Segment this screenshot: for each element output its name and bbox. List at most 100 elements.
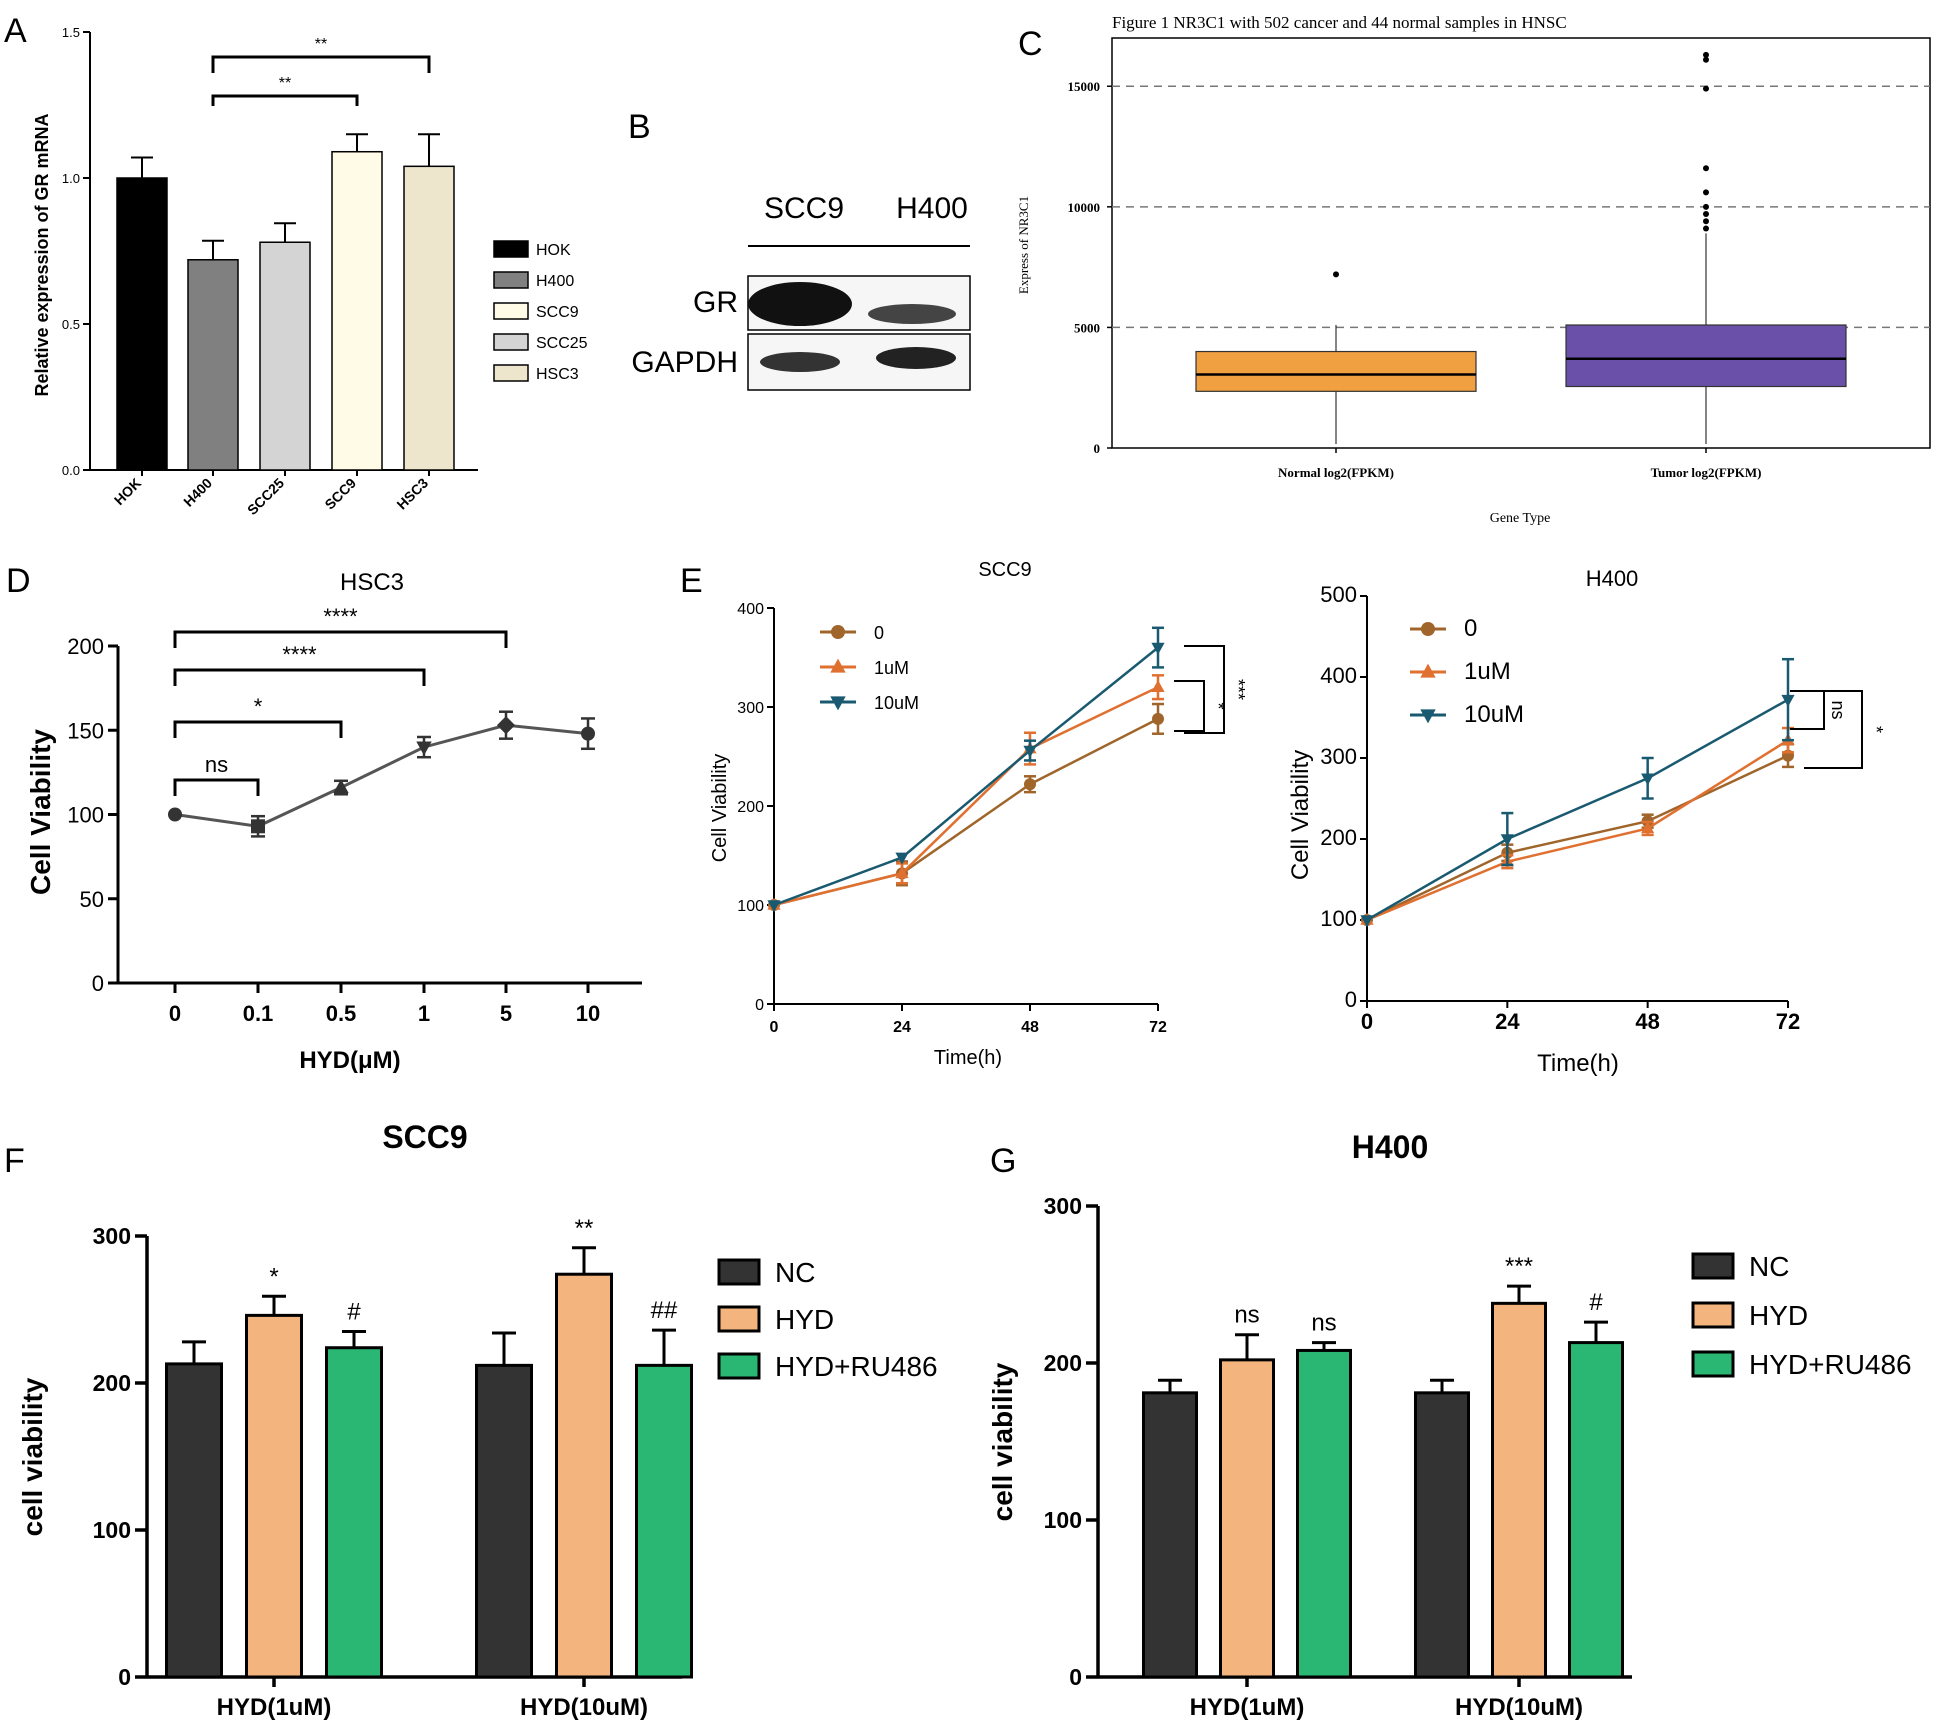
panel-a-legend-label: HSC3 [536,366,579,383]
panel-c-outlier [1703,51,1709,58]
panel-e1-legend-marker [831,625,845,639]
panel-e2-ytick-label: 100 [1320,906,1357,931]
panel-c-outlier [1703,218,1709,225]
panel-f-sig-label: # [347,1299,361,1326]
panel-a-xtick-label: SCC9 [321,475,359,513]
panel-e2-xtick-label: 0 [1361,1009,1373,1034]
panel-d-ytick-label: 200 [67,634,104,659]
panel-a-bracket-1-label: ** [279,75,291,92]
panel-e1-legend-marker [830,658,846,673]
panel-c-box [1565,324,1847,388]
panel-f-bar [325,1346,383,1679]
panel-g-legend-label: HYD+RU486 [1749,1349,1912,1380]
panel-d-bracket-line [173,630,508,648]
panel-e1-ytick-label: 200 [737,799,764,816]
panel-c-frame [1111,37,1931,449]
panel-e2-title: H400 [1586,566,1639,591]
panel-e1-ytick-label: 300 [737,700,764,717]
panel-b-western-blot: SCC9 H400 GR GAPDH [631,192,971,391]
panel-e2-error-bar-up [1782,657,1794,700]
panel-a-xtick-label: SCC25 [244,475,287,518]
panel-letter-d: D [6,562,31,600]
panel-g-error-bar [1584,1320,1608,1343]
panel-d-bracket: **** [173,604,508,648]
panel-e2-ytick-label: 400 [1320,663,1357,688]
panel-letter-e: E [680,562,703,600]
panel-f-legend-swatch [717,1258,761,1286]
panel-a-legend-label: HOK [536,242,571,259]
panel-d-point [168,807,182,822]
panel-f-error-bar [262,1294,286,1316]
panel-a-error-bar [131,156,153,178]
panel-e1-series-line [773,646,1159,907]
panel-e1-xlabel: Time(h) [934,1047,1002,1069]
panel-c-xtick-label: Normal log2(FPKM) [1278,465,1394,480]
panel-g-sig-label: ns [1311,1310,1336,1337]
panel-a-legend-label: H400 [536,273,574,290]
panel-e1-xtick-label: 72 [1149,1019,1167,1036]
panel-c-xtick-label: Tumor log2(FPKM) [1651,465,1762,480]
panel-a-legend-swatch [493,364,529,382]
blot-band-gapdh-h400 [876,347,956,369]
panel-d-bracket: * [173,694,343,738]
panel-letter-f: F [4,1142,25,1180]
panel-g-bar [1491,1301,1547,1679]
panel-f-bar [635,1363,693,1679]
panel-d-ylabel: Cell Viability [25,729,56,895]
panel-a-ytick-label: 1.5 [62,25,80,40]
panel-f-xtick-label: HYD(10uM) [520,1694,648,1721]
panel-e2-ytick-label: 500 [1320,582,1357,607]
panel-e1-bracket-line [1174,680,1205,732]
panel-f-ytick-label: 0 [118,1664,131,1690]
panel-letter-a: A [4,12,27,50]
panel-e1-ytick-label: 0 [755,997,764,1014]
panel-e1-ytick-label: 400 [737,601,764,618]
blot-col-label-h400: H400 [896,192,968,225]
panel-c-ytick-label: 15000 [1068,79,1101,94]
panel-a-bar-chart: Relative expression of GR mRNA 0.0 0.5 1.0… [32,25,588,518]
panel-a-bracket-2-label: ** [315,36,327,53]
panel-e1-xtick-label: 48 [1021,1019,1039,1036]
panel-e1-bracket-line [1184,645,1225,734]
panel-c-box-plot: Figure 1 NR3C1 with 502 cancer and 44 no… [1016,13,1931,526]
panel-d-xlabel: HYD(μM) [299,1047,400,1074]
panel-a-error-bar [202,239,224,260]
panel-d-ytick-label: 0 [92,971,104,996]
panel-g-error-bar [1430,1378,1454,1393]
panel-e1-point [767,900,781,913]
panel-d-title: HSC3 [340,569,404,596]
panel-e2-series-line [1366,754,1789,922]
panel-g-sig-label: # [1589,1289,1603,1316]
blot-band-gr-scc9 [748,282,852,326]
panel-f-bar [165,1362,223,1679]
panel-d-bracket-label: ns [205,752,228,777]
panel-c-outlier [1703,203,1709,210]
panel-d-xtick-label: 10 [576,1001,600,1026]
panel-e1-point [1151,680,1165,692]
panel-d-point [251,819,265,834]
panel-e1-title: SCC9 [978,559,1031,581]
panel-e2-bracket: ns [1790,690,1848,730]
panel-g-sig-label: *** [1505,1253,1533,1280]
panel-e1-point [1024,778,1036,791]
panel-d-series-line [174,723,589,828]
panel-g-bar [1296,1348,1352,1679]
panel-a-ylabel: Relative expression of GR mRNA [32,113,52,396]
panel-a-ytick-label: 0.5 [62,317,80,332]
panel-c-outlier [1703,56,1709,63]
panel-g-legend-label: NC [1749,1251,1789,1282]
panel-a-bracket-1: ** [211,75,359,106]
panel-e2-point [1641,773,1655,786]
panel-e2-legend-marker [1420,709,1436,724]
panel-f-sig-label: ## [651,1297,678,1324]
panel-e1-bracket: *** [1184,645,1248,734]
panel-f-xtick-label: HYD(1uM) [217,1694,332,1721]
panel-g-bar [1414,1391,1470,1679]
panel-e2-xtick-label: 72 [1776,1009,1800,1034]
panel-d-point [333,779,349,794]
panel-e1-point [1151,642,1165,655]
panel-e2-bracket-line [1804,690,1863,769]
panel-f-error-bar [342,1330,366,1348]
panel-g-bar-chart: H400 cell viability 0 100 200 300 HYD(1uM) ns… [987,1129,1912,1721]
panel-f-legend-swatch [717,1305,761,1333]
